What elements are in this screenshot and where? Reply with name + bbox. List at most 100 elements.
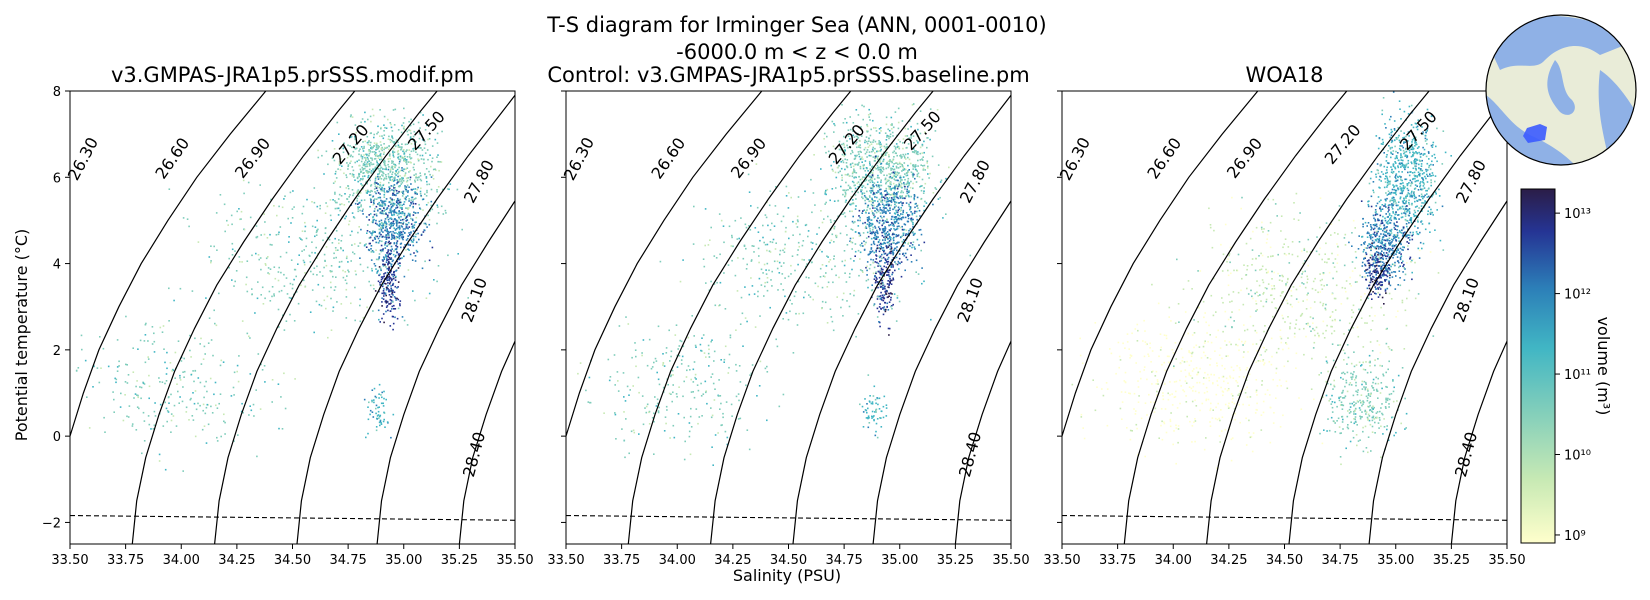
volume-point bbox=[846, 234, 848, 236]
volume-point bbox=[867, 253, 870, 256]
volume-point bbox=[379, 424, 381, 427]
volume-point bbox=[884, 258, 887, 260]
volume-point bbox=[333, 159, 336, 162]
volume-point bbox=[371, 269, 373, 272]
volume-point bbox=[868, 217, 870, 219]
volume-point bbox=[771, 270, 773, 273]
volume-point bbox=[892, 237, 895, 240]
volume-point bbox=[220, 359, 223, 362]
volume-point bbox=[885, 201, 888, 203]
volume-point bbox=[923, 164, 926, 167]
volume-point bbox=[205, 406, 208, 409]
volume-point bbox=[879, 242, 882, 245]
volume-point bbox=[410, 201, 412, 204]
volume-point bbox=[902, 168, 904, 171]
volume-point bbox=[1406, 156, 1409, 158]
volume-point bbox=[882, 247, 885, 249]
volume-point bbox=[410, 183, 412, 185]
volume-point bbox=[877, 158, 879, 160]
volume-point bbox=[828, 261, 830, 263]
volume-point bbox=[835, 234, 838, 237]
volume-point bbox=[768, 204, 771, 207]
volume-point bbox=[373, 210, 376, 212]
volume-point bbox=[359, 168, 362, 171]
volume-point bbox=[366, 135, 369, 138]
volume-point bbox=[632, 429, 635, 432]
volume-point bbox=[841, 298, 844, 301]
volume-point bbox=[894, 229, 896, 231]
volume-point bbox=[857, 191, 859, 194]
volume-point bbox=[844, 272, 846, 274]
volume-point bbox=[841, 260, 844, 263]
volume-point bbox=[874, 207, 876, 209]
volume-point bbox=[857, 249, 860, 252]
volume-point bbox=[371, 389, 374, 391]
volume-point bbox=[303, 249, 305, 251]
volume-point bbox=[382, 290, 385, 292]
volume-point bbox=[223, 420, 225, 423]
volume-point bbox=[375, 404, 378, 407]
volume-point bbox=[241, 402, 243, 405]
volume-point bbox=[404, 158, 406, 160]
volume-point bbox=[889, 248, 892, 250]
volume-point bbox=[767, 224, 769, 227]
panel-frame bbox=[565, 90, 1012, 545]
volume-point bbox=[892, 278, 895, 281]
volume-point bbox=[625, 418, 627, 420]
volume-point bbox=[909, 245, 911, 247]
volume-point bbox=[354, 161, 356, 164]
volume-point bbox=[1417, 227, 1419, 229]
volume-point bbox=[208, 256, 211, 258]
volume-point bbox=[890, 246, 893, 249]
volume-point bbox=[834, 124, 836, 127]
volume-point bbox=[908, 158, 911, 161]
volume-point bbox=[705, 391, 707, 394]
volume-point bbox=[903, 197, 905, 199]
volume-point bbox=[719, 395, 722, 397]
volume-point bbox=[874, 398, 877, 401]
volume-point bbox=[879, 272, 881, 274]
volume-point bbox=[393, 194, 396, 196]
volume-point bbox=[903, 254, 906, 257]
volume-point bbox=[413, 163, 415, 166]
volume-point bbox=[871, 229, 874, 231]
volume-point bbox=[432, 168, 435, 171]
volume-point bbox=[137, 348, 139, 350]
volume-point bbox=[426, 149, 429, 151]
volume-point bbox=[750, 260, 753, 262]
volume-point bbox=[434, 138, 437, 141]
volume-point bbox=[293, 206, 295, 208]
volume-point bbox=[890, 266, 893, 268]
volume-point bbox=[166, 420, 168, 423]
volume-point bbox=[804, 190, 806, 193]
volume-point bbox=[376, 272, 378, 274]
volume-point bbox=[401, 146, 403, 148]
volume-point bbox=[166, 410, 169, 412]
volume-point bbox=[379, 284, 381, 286]
volume-point bbox=[868, 267, 871, 270]
volume-point bbox=[884, 310, 887, 313]
volume-point bbox=[379, 158, 381, 161]
volume-point bbox=[829, 219, 832, 221]
volume-point bbox=[412, 188, 415, 190]
volume-point bbox=[385, 168, 387, 171]
volume-point bbox=[399, 169, 402, 172]
volume-point bbox=[914, 150, 916, 152]
volume-point bbox=[771, 285, 773, 287]
volume-point bbox=[206, 390, 208, 393]
volume-point bbox=[1421, 223, 1424, 225]
volume-point bbox=[218, 292, 220, 295]
volume-scatter bbox=[577, 103, 972, 466]
volume-point bbox=[856, 135, 859, 138]
volume-point bbox=[882, 283, 884, 286]
volume-point bbox=[373, 170, 375, 172]
volume-point bbox=[412, 290, 414, 292]
volume-point bbox=[1430, 208, 1432, 211]
volume-point bbox=[338, 161, 341, 163]
volume-point bbox=[381, 189, 384, 192]
volume-point bbox=[409, 161, 412, 164]
volume-point bbox=[427, 158, 429, 161]
volume-point bbox=[195, 408, 198, 411]
volume-point bbox=[873, 243, 876, 246]
volume-point bbox=[713, 360, 715, 362]
